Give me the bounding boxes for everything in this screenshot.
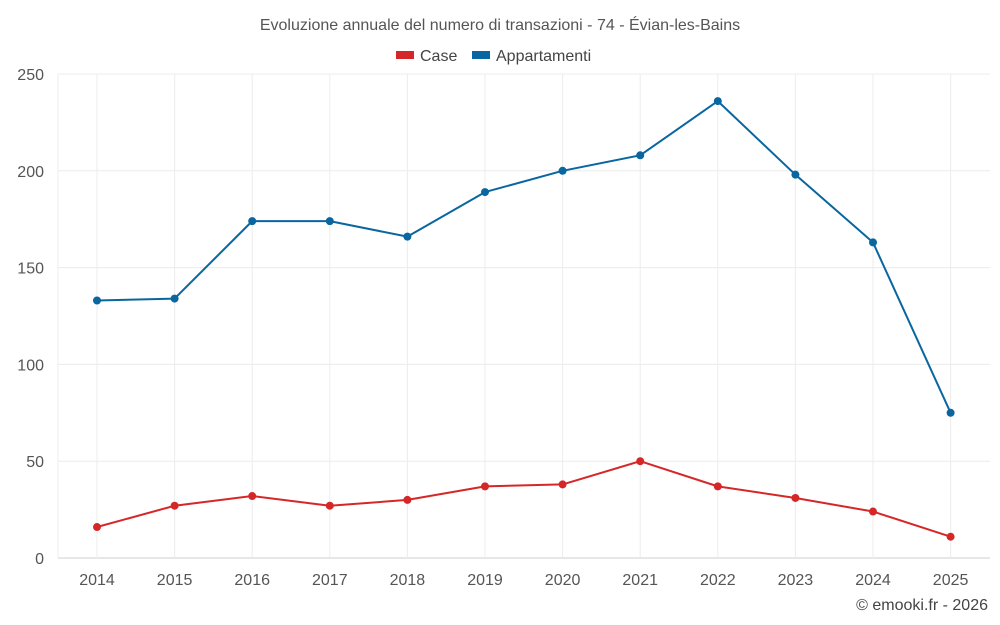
series-appartamenti — [93, 97, 955, 417]
x-tick-label: 2025 — [933, 572, 969, 589]
data-point-appartamenti[interactable] — [403, 232, 412, 241]
grid — [57, 73, 990, 559]
series-group — [93, 97, 955, 541]
legend-item-case[interactable]: Case — [396, 48, 457, 65]
x-tick-label: 2021 — [622, 572, 658, 589]
x-axis: 2014 2015 2016 2017 2018 2019 2020 2021 2022 2023… — [79, 572, 968, 589]
legend: Case Appartamenti — [396, 48, 591, 65]
y-tick-label: 50 — [26, 454, 44, 471]
y-tick-label: 150 — [17, 261, 44, 278]
data-point-appartamenti[interactable] — [248, 217, 257, 226]
x-tick-label: 2017 — [312, 572, 348, 589]
x-tick-label: 2024 — [855, 572, 891, 589]
data-point-appartamenti[interactable] — [636, 151, 645, 160]
x-tick-label: 2015 — [157, 572, 193, 589]
credit: © emooki.fr - 2026 — [856, 597, 988, 614]
data-point-appartamenti[interactable] — [791, 170, 800, 179]
data-point-case[interactable] — [791, 493, 800, 502]
x-tick-label: 2020 — [545, 572, 581, 589]
data-point-case[interactable] — [558, 480, 567, 489]
data-point-case[interactable] — [325, 501, 334, 510]
data-point-appartamenti[interactable] — [713, 97, 722, 106]
data-point-case[interactable] — [636, 457, 645, 466]
data-point-appartamenti[interactable] — [558, 166, 567, 175]
legend-label: Appartamenti — [496, 48, 591, 65]
data-point-case[interactable] — [93, 523, 101, 532]
data-point-appartamenti[interactable] — [946, 408, 955, 417]
y-tick-label: 0 — [35, 551, 44, 568]
y-axis: 0 50 100 150 200 250 — [17, 67, 44, 568]
chart-title: Evoluzione annuale del numero di transaz… — [260, 15, 740, 34]
data-point-case[interactable] — [946, 532, 955, 541]
series-line-case — [96, 460, 951, 538]
data-point-case[interactable] — [403, 495, 412, 504]
series-case — [93, 457, 955, 541]
y-tick-label: 200 — [17, 164, 44, 181]
x-tick-label: 2022 — [700, 572, 736, 589]
legend-swatch — [472, 51, 490, 59]
y-tick-label: 250 — [17, 67, 44, 84]
data-point-case[interactable] — [713, 482, 722, 491]
x-tick-label: 2023 — [778, 572, 814, 589]
y-tick-label: 100 — [17, 357, 44, 374]
x-tick-label: 2016 — [234, 572, 270, 589]
data-point-appartamenti[interactable] — [170, 294, 179, 303]
legend-label: Case — [420, 48, 457, 65]
data-point-appartamenti[interactable] — [869, 238, 877, 247]
data-point-case[interactable] — [170, 501, 179, 510]
data-point-appartamenti[interactable] — [93, 296, 101, 305]
data-point-case[interactable] — [248, 492, 257, 501]
data-point-appartamenti[interactable] — [325, 217, 334, 226]
legend-item-appartamenti[interactable]: Appartamenti — [472, 48, 591, 65]
x-tick-label: 2019 — [467, 572, 503, 589]
data-point-case[interactable] — [869, 507, 877, 516]
data-point-case[interactable] — [481, 482, 489, 491]
data-point-appartamenti[interactable] — [481, 188, 489, 197]
legend-swatch — [396, 51, 414, 59]
x-tick-label: 2014 — [79, 572, 115, 589]
series-line-appartamenti — [96, 100, 952, 414]
x-tick-label: 2018 — [390, 572, 426, 589]
